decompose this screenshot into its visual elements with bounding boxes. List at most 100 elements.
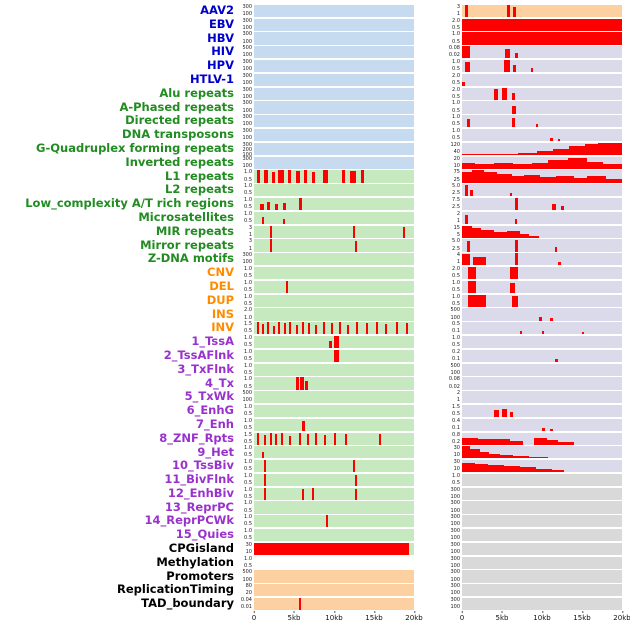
y-tick-label: 2.0 bbox=[452, 72, 460, 79]
data-bar bbox=[465, 4, 469, 17]
y-tick-label: 100 bbox=[242, 397, 252, 404]
y-axis-ticks: 1.0 0.5 bbox=[240, 211, 254, 224]
y-axis-ticks: 0.2 0.1 bbox=[448, 349, 462, 362]
track-panel-right: 20 10 bbox=[448, 156, 622, 169]
y-axis-ticks: 1.0 0.5 bbox=[240, 446, 254, 458]
track-plot-left bbox=[254, 391, 414, 404]
x-tick-label: 10kb bbox=[325, 611, 343, 623]
data-bar bbox=[353, 460, 356, 473]
track-panel-left: 1.0 0.5 bbox=[240, 266, 414, 280]
track-label: Mirror repeats bbox=[140, 237, 234, 252]
data-bar bbox=[302, 488, 305, 500]
track-row: TAD_boundary 0.04 0.01 300 100 bbox=[0, 596, 630, 611]
y-axis-ticks: 1.0 0.5 bbox=[448, 59, 462, 72]
track-label: 10_TssBiv bbox=[172, 458, 234, 473]
x-tick-label: 0 bbox=[459, 611, 465, 623]
y-axis-ticks: 1.0 0.5 bbox=[240, 294, 254, 307]
track-plot-left bbox=[254, 46, 414, 59]
track-panel-left: 1.0 0.5 bbox=[240, 363, 414, 376]
track-label: HIV bbox=[211, 44, 234, 59]
y-axis-ticks: 0.08 0.02 bbox=[448, 377, 462, 389]
y-axis-ticks: 300 100 bbox=[448, 529, 462, 541]
y-tick-label: 0.5 bbox=[244, 300, 252, 307]
data-bar bbox=[366, 323, 368, 335]
data-bar bbox=[537, 151, 554, 155]
track-panel-right: 2.0 0.5 bbox=[448, 266, 622, 280]
data-bar bbox=[554, 358, 558, 362]
track-label: DUP bbox=[206, 292, 234, 307]
track-label: Inverted repeats bbox=[125, 154, 234, 169]
track-panel-right: 500 100 bbox=[448, 363, 622, 376]
track-plot-left bbox=[254, 473, 414, 487]
track-panel-left: 1.0 0.5 bbox=[240, 335, 414, 349]
y-tick-label: 100 bbox=[242, 151, 252, 158]
data-bar bbox=[278, 170, 285, 183]
y-tick-label: 0.5 bbox=[244, 466, 252, 473]
y-axis-ticks: 1.0 0.5 bbox=[240, 170, 254, 182]
data-bar bbox=[385, 323, 388, 335]
y-axis-ticks: 1.0 0.5 bbox=[240, 266, 254, 279]
track-panel-left: 1.0 0.5 bbox=[240, 556, 414, 569]
y-tick-label: 0.5 bbox=[452, 121, 460, 128]
track-panel-left: 1.0 0.5 bbox=[240, 197, 414, 211]
track-row: G-Quadruplex forming repeats 300 200 100 120… bbox=[0, 141, 630, 158]
track-plot-left bbox=[254, 156, 414, 169]
track-row: L1 repeats 1.0 0.5 75 25 bbox=[0, 169, 630, 184]
data-bar bbox=[329, 340, 333, 349]
data-bar bbox=[514, 219, 518, 224]
data-bar bbox=[505, 49, 510, 59]
track-plot-right bbox=[462, 556, 622, 569]
y-tick-label: 10 bbox=[453, 466, 460, 473]
track-panel-right: 5.0 2.5 bbox=[448, 184, 622, 197]
track-plot-right bbox=[462, 487, 622, 500]
track-panel-right: 75 25 bbox=[448, 170, 622, 183]
y-axis-ticks: 300 100 bbox=[240, 32, 254, 44]
y-tick-label: 1.0 bbox=[452, 334, 460, 341]
y-tick-label: 100 bbox=[242, 576, 252, 583]
data-bar bbox=[471, 170, 485, 183]
track-plot-left bbox=[254, 197, 414, 211]
track-panel-left: 1.5 0.5 bbox=[240, 432, 414, 445]
y-tick-label: 1.0 bbox=[244, 445, 252, 452]
x-axis-right: 0 5kb 10kb 15kb 20kb bbox=[459, 611, 630, 625]
data-bar bbox=[314, 325, 317, 335]
y-tick-label: 1.0 bbox=[452, 114, 460, 121]
y-tick-label: 0.4 bbox=[452, 417, 460, 424]
track-plot-left bbox=[254, 225, 414, 238]
track-panel-right: 2.0 0.5 bbox=[448, 87, 622, 100]
y-tick-label: 0.5 bbox=[244, 383, 252, 390]
y-axis-ticks: 2.0 0.5 bbox=[448, 266, 462, 279]
data-bar bbox=[513, 64, 517, 73]
y-tick-label: 1 bbox=[248, 245, 252, 252]
x-tick-label: 10kb bbox=[533, 611, 551, 623]
y-tick-label: 1.0 bbox=[244, 500, 252, 507]
y-tick-label: 1.0 bbox=[244, 514, 252, 521]
data-bar bbox=[306, 433, 309, 445]
y-tick-label: 0.5 bbox=[244, 204, 252, 211]
track-plot-right bbox=[462, 115, 622, 128]
track-row: MIR repeats 3 1 15 5 bbox=[0, 224, 630, 239]
y-tick-label: 100 bbox=[450, 562, 460, 569]
data-bar bbox=[534, 437, 547, 445]
data-bar bbox=[558, 138, 561, 142]
y-tick-label: 100 bbox=[450, 604, 460, 611]
track-row: DUP 1.0 0.5 1.0 0.5 bbox=[0, 292, 630, 308]
track-panel-left: 300 100 bbox=[240, 87, 414, 100]
y-tick-label: 2.5 bbox=[452, 204, 460, 211]
data-bar bbox=[462, 172, 472, 183]
track-plot-right bbox=[462, 73, 622, 86]
track-plot-right bbox=[462, 184, 622, 197]
data-bar bbox=[295, 324, 298, 335]
track-label: Z-DNA motifs bbox=[147, 251, 234, 266]
data-bar bbox=[550, 137, 554, 142]
data-bar bbox=[462, 446, 470, 459]
track-label: Low_complexity A/T rich regions bbox=[25, 196, 234, 211]
track-panel-right: 0.5 0.1 bbox=[448, 322, 622, 335]
track-panel-left: 30 10 bbox=[240, 542, 414, 556]
data-bar bbox=[514, 52, 518, 59]
data-bar bbox=[494, 88, 498, 100]
track-label: CPGisland bbox=[168, 541, 234, 556]
track-label: CNV bbox=[207, 265, 234, 280]
